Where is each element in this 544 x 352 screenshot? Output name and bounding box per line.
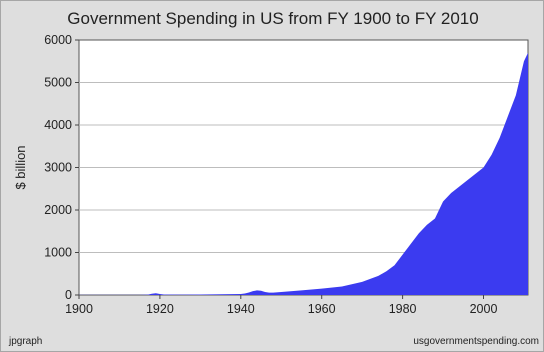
y-tick-label: 2000 [44, 203, 72, 217]
spending-area [79, 52, 528, 295]
y-tick-label: 4000 [44, 118, 72, 132]
credit-right: usgovernmentspending.com [413, 336, 539, 347]
x-tick-label: 1920 [146, 302, 174, 316]
y-tick-label: 6000 [44, 33, 72, 47]
y-tick-label: 1000 [44, 246, 72, 260]
axis-ticks: 0 1000 2000 3000 4000 5000 6000 1900 1920 1940 196… [44, 33, 497, 316]
y-tick-label: 5000 [44, 76, 72, 90]
x-tick-label: 2000 [470, 302, 498, 316]
y-tick-label: 0 [65, 288, 72, 302]
y-tick-label: 3000 [44, 161, 72, 175]
x-tick-label: 1940 [227, 302, 255, 316]
x-tick-label: 1900 [65, 302, 93, 316]
x-tick-label: 1960 [308, 302, 336, 316]
credit-left: jpgraph [8, 336, 42, 347]
chart-title: Government Spending in US from FY 1900 t… [67, 9, 478, 28]
y-axis-label: $ billion [13, 145, 28, 189]
x-tick-label: 1980 [389, 302, 417, 316]
